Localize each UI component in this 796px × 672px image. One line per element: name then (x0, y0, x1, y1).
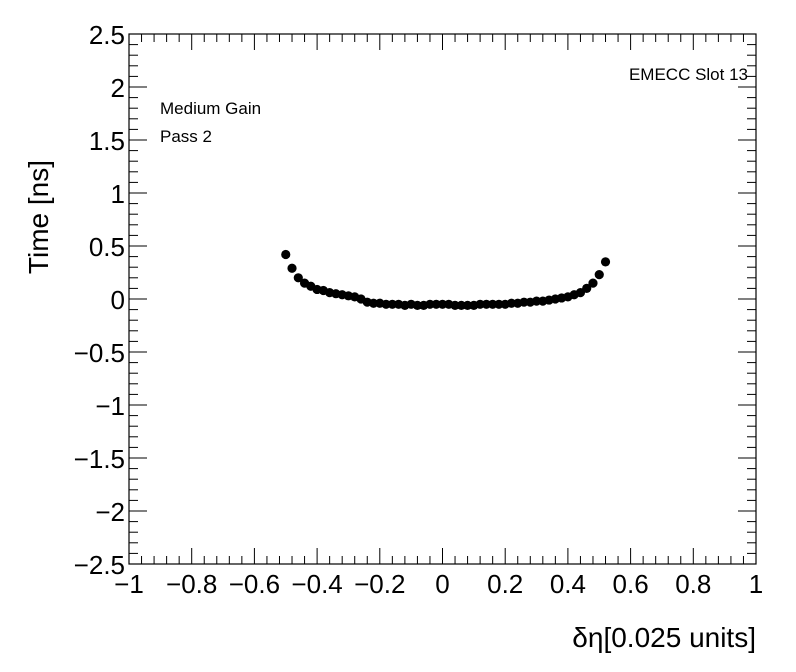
x-tick-label: −0.8 (166, 569, 217, 599)
data-point (281, 249, 291, 260)
y-axis-title: Time [ns] (23, 160, 54, 274)
y-tick-label: 2 (111, 73, 125, 103)
x-tick-label: 0 (435, 569, 449, 599)
data-point (287, 263, 297, 273)
x-tick-label: 0.8 (675, 569, 711, 599)
y-tick-label: 2.5 (89, 20, 125, 50)
y-tick-labels: −2.5 −2 −1.5 −1 −0.5 0 0.5 1 1.5 2 2.5 (74, 20, 125, 580)
data-point (588, 278, 598, 288)
x-tick-label: 0.2 (487, 569, 523, 599)
data-point (600, 257, 611, 267)
y-tick-label: −1 (95, 391, 125, 421)
y-tick-label: 0.5 (89, 232, 125, 262)
x-tick-label: −0.2 (354, 569, 405, 599)
y-tick-label: −1.5 (74, 444, 125, 474)
y-tick-label: 1 (111, 179, 125, 209)
x-tick-label: 0.6 (613, 569, 649, 599)
data-point (293, 273, 303, 283)
data-point (594, 270, 604, 280)
x-tick-label: 0.4 (550, 569, 586, 599)
slot-annotation: EMECC Slot 13 (629, 65, 748, 84)
y-tick-label: −2 (95, 497, 125, 527)
x-tick-label: 1 (749, 569, 763, 599)
y-tick-label: −2.5 (74, 550, 125, 580)
y-tick-label: −0.5 (74, 338, 125, 368)
y-tick-label: 0 (111, 285, 125, 315)
pass-annotation: Pass 2 (160, 127, 212, 146)
x-tick-label: −0.4 (291, 569, 342, 599)
axis-ticks (128, 33, 757, 565)
data-points (281, 249, 611, 310)
gain-annotation: Medium Gain (160, 99, 261, 118)
x-axis-title: δη[0.025 units] (572, 622, 756, 653)
x-tick-label: −0.6 (229, 569, 280, 599)
y-tick-label: 1.5 (89, 126, 125, 156)
data-point (582, 283, 592, 293)
x-tick-label: −1 (114, 569, 144, 599)
x-tick-labels: −1 −0.8 −0.6 −0.4 −0.2 0 0.2 0.4 0.6 0.8 1 (114, 569, 763, 599)
